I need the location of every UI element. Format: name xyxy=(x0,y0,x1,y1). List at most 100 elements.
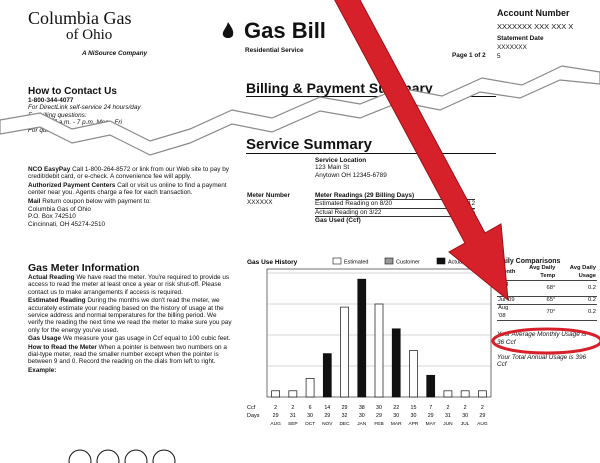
table-cell: 0.2 xyxy=(556,297,597,305)
account-label: Account Number xyxy=(497,8,570,18)
readings-label: Meter Readings (29 Billing Days) xyxy=(315,192,475,199)
date-label: Statement Date xyxy=(497,35,544,42)
days-label: 30 xyxy=(393,413,399,419)
lead: How to Read the Meter xyxy=(28,344,97,351)
meter-dials xyxy=(68,448,198,463)
ccf-label: 2 xyxy=(291,405,294,411)
bill-page: Columbia Gas of Ohio A NiSource Company … xyxy=(0,0,600,463)
bar xyxy=(427,375,435,397)
ccf-label: 15 xyxy=(411,405,417,411)
bar xyxy=(323,354,331,397)
text: We measure your gas usage in Ccf equal t… xyxy=(63,335,231,342)
ccf-label: 7 xyxy=(429,405,432,411)
legend-label: Estimated xyxy=(344,260,368,266)
legend-swatch xyxy=(333,258,341,264)
logo-tagline: A NiSource Company xyxy=(82,50,147,57)
service-title: Service Summary xyxy=(246,136,496,154)
bar xyxy=(444,391,452,397)
location-line: Anytown OH 12345-6789 xyxy=(315,172,387,179)
month-label: OCT xyxy=(305,421,315,427)
flame-icon xyxy=(222,22,234,40)
ccf-label: 2 xyxy=(464,405,467,411)
days-label: 30 xyxy=(307,413,313,419)
days-label: 31 xyxy=(445,413,451,419)
meter-info-title: Gas Meter Information xyxy=(28,262,233,274)
contact-line: call 7 a.m. - 7 p.m. Mon - Fri xyxy=(28,119,233,126)
month-label: MAY xyxy=(426,421,437,427)
month-label: AUG xyxy=(477,421,488,427)
ccf-label: 2 xyxy=(274,405,277,411)
contact-phone: 1-800-344-4077 xyxy=(28,97,233,104)
ccf-label: 6 xyxy=(309,405,312,411)
bar xyxy=(409,351,417,398)
bar xyxy=(392,329,400,397)
account-number: XXXXXXX XXX XXX X xyxy=(497,22,573,31)
contact-line: For DirectLink self-service 24 hours/day xyxy=(28,104,233,111)
paragraph: Mail Return coupon below with payment to… xyxy=(28,198,233,205)
statement-date: XXXXXXX xyxy=(497,44,527,51)
bar xyxy=(375,304,383,397)
page-number: Page 1 of 2 xyxy=(452,52,486,59)
lead: Actual Reading xyxy=(28,274,75,281)
paragraph: Gas Usage We measure your gas usage in C… xyxy=(28,335,233,342)
address-line: Cincinnati, OH 45274-2510 xyxy=(28,221,233,228)
location-line: 123 Main St xyxy=(315,164,387,171)
ccf-label: 29 xyxy=(342,405,348,411)
month-label: JUN xyxy=(443,421,453,427)
meter-info: Gas Meter Information Actual Reading We … xyxy=(28,262,233,374)
meter-readings: Meter Readings (29 Billing Days) Estimat… xyxy=(315,192,475,225)
payment-block: NCO EasyPay Call 1-800-264-8572 or link … xyxy=(28,166,233,228)
table-row: Aug '0870°0.2 xyxy=(497,305,597,321)
days-label: 29 xyxy=(428,413,434,419)
location-label: Service Location xyxy=(315,157,387,164)
daily-table: MonthAvg Daily TempAvg Daily UsageAug '0… xyxy=(497,265,597,321)
row-label: Days xyxy=(247,413,260,419)
bar xyxy=(461,391,469,397)
month-label: DEC xyxy=(339,421,350,427)
bill-title: Gas Bill xyxy=(244,18,326,44)
table-cell: Avg Daily Usage xyxy=(556,265,597,280)
month-label: AUG xyxy=(270,421,281,427)
days-label: 29 xyxy=(273,413,279,419)
bar xyxy=(289,391,297,397)
paragraph: Authorized Payment Centers Call or visit… xyxy=(28,182,233,197)
days-label: 29 xyxy=(479,413,485,419)
bill-subtitle: Residential Service xyxy=(245,47,304,54)
table-cell: Aug '09 xyxy=(497,281,518,297)
contact-block: How to Contact Us 1-800-344-4077 For Dir… xyxy=(28,86,233,134)
legend-label: Actual xyxy=(448,260,463,266)
table-cell: 0.2 xyxy=(556,281,597,297)
billing-title: Billing & Payment Summary xyxy=(246,80,496,97)
month-label: MAR xyxy=(391,421,402,427)
daily-title: Daily Comparisons xyxy=(497,258,597,265)
month-label: APR xyxy=(409,421,419,427)
logo-region: of Ohio xyxy=(66,27,112,44)
paragraph: Estimated Reading During the months we d… xyxy=(28,297,233,334)
annual-usage: Your Total Annual Usage is 396 Ccf xyxy=(497,354,587,369)
contact-line: For billing questions: xyxy=(28,112,233,119)
gas-use-history: Gas Use HistoryEstimatedCustomerActualCc… xyxy=(245,255,495,445)
days-label: 32 xyxy=(342,413,348,419)
ccf-label: 22 xyxy=(393,405,399,411)
meter-number: Meter Number XXXXXX xyxy=(247,192,290,207)
lead: Gas Usage xyxy=(28,335,61,342)
ccf-label: 2 xyxy=(446,405,449,411)
table-row: Aug '0968°0.2 xyxy=(497,281,597,297)
legend-swatch xyxy=(437,258,445,264)
bar xyxy=(272,391,280,397)
lead: NCO EasyPay xyxy=(28,166,70,173)
month-label: NOV xyxy=(322,421,333,427)
address-line: P.O. Box 742510 xyxy=(28,213,233,220)
row-label: Ccf xyxy=(247,405,256,411)
service-location: Service Location 123 Main St Anytown OH … xyxy=(315,157,387,179)
contact-title: How to Contact Us xyxy=(28,86,233,97)
meter-value: XXXXXX xyxy=(247,199,290,206)
paragraph: NCO EasyPay Call 1-800-264-8572 or link … xyxy=(28,166,233,181)
month-label: JUL xyxy=(461,421,470,427)
lead: Mail xyxy=(28,198,40,205)
reading-label: Actual Reading on 3/22 xyxy=(315,209,381,216)
account-extra: 5 xyxy=(497,53,501,60)
days-label: 30 xyxy=(359,413,365,419)
table-cell: Avg Daily Temp xyxy=(518,265,556,280)
